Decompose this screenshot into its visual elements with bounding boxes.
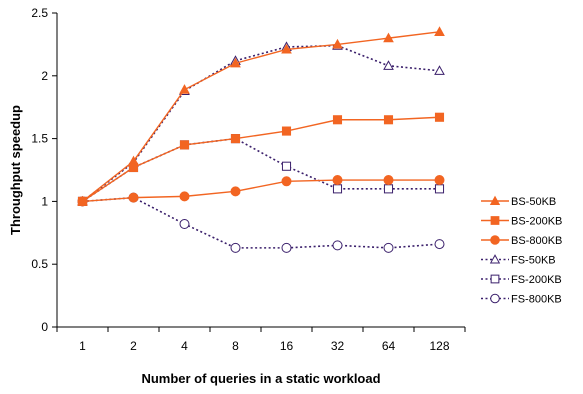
x-tick-label: 8: [232, 339, 239, 353]
series-line: [82, 137, 440, 203]
legend-label: FS-800KB: [511, 294, 562, 306]
series-bs-200kb: [77, 112, 445, 206]
x-axis-title: Number of queries in a static workload: [141, 371, 380, 386]
legend-marker: [489, 195, 501, 205]
y-tick-label: 1.5: [31, 132, 48, 146]
series-line: [82, 31, 440, 202]
x-ticks: 1 2 4 8 16 32 64 128: [56, 327, 466, 353]
legend-item: BS-800KB: [481, 235, 562, 247]
data-point: [332, 175, 343, 186]
legend: BS-50KB BS-200KB BS-800KB FS-50KB FS-200KB FS…: [481, 195, 562, 306]
legend-marker: [489, 254, 501, 264]
legend-item: BS-200KB: [481, 216, 562, 228]
y-ticks: 0 0.5 1 1.5 2 2.5: [31, 6, 57, 334]
data-point: [128, 162, 139, 173]
x-tick-label: 4: [181, 339, 188, 353]
legend-marker: [490, 235, 500, 245]
data-point: [383, 32, 394, 43]
data-point: [332, 184, 343, 194]
series-line: [82, 196, 440, 249]
data-point: [332, 240, 343, 251]
data-point: [281, 161, 292, 171]
legend-item: FS-50KB: [481, 254, 556, 267]
legend-label: BS-800KB: [511, 235, 562, 247]
x-tick-label: 16: [280, 339, 294, 353]
y-tick-label: 2: [41, 69, 48, 83]
data-point: [128, 192, 139, 203]
series-line: [82, 179, 440, 203]
series-layer: [77, 26, 445, 253]
data-point: [77, 196, 88, 207]
x-tick-label: 1: [79, 339, 86, 353]
data-point: [230, 134, 241, 144]
data-point: [383, 184, 394, 194]
data-point: [179, 219, 190, 230]
data-point: [434, 65, 445, 75]
legend-label: BS-50KB: [511, 196, 556, 208]
data-point: [281, 176, 292, 187]
series-bs-800kb: [77, 175, 445, 207]
data-point: [434, 26, 445, 36]
y-tick-label: 1: [41, 194, 48, 208]
data-point: [332, 115, 343, 125]
legend-marker: [490, 293, 500, 304]
data-point: [434, 184, 445, 194]
data-point: [383, 175, 394, 186]
y-axis-title: Throughput speedup: [8, 105, 23, 235]
legend-marker: [490, 216, 500, 225]
data-point: [230, 186, 241, 197]
data-point: [179, 84, 190, 94]
data-point: [434, 112, 445, 122]
y-tick-label: 0: [41, 320, 48, 334]
data-point: [434, 175, 445, 186]
data-point: [281, 43, 292, 54]
data-point: [281, 126, 292, 136]
x-tick-label: 2: [130, 339, 137, 353]
x-tick-label: 32: [331, 339, 345, 353]
plot-area: 0 0.5 1 1.5 2 2.5 1 2 4 8 16 32 64 128: [31, 6, 466, 353]
y-tick-label: 0.5: [31, 257, 48, 271]
data-point: [230, 57, 241, 68]
legend-label: BS-200KB: [511, 216, 562, 228]
data-point: [179, 140, 190, 150]
x-tick-label: 64: [382, 339, 396, 353]
legend-label: FS-200KB: [511, 274, 562, 286]
data-point: [230, 242, 241, 253]
legend-item: FS-200KB: [481, 274, 562, 286]
x-tick-label: 128: [429, 339, 449, 353]
series-line: [82, 44, 440, 203]
data-point: [383, 60, 394, 70]
legend-label: FS-50KB: [511, 255, 556, 267]
data-point: [434, 239, 445, 250]
data-point: [332, 38, 343, 49]
y-tick-label: 2.5: [31, 6, 48, 20]
data-point: [383, 242, 394, 253]
series-line: [82, 116, 440, 202]
legend-item: FS-800KB: [481, 294, 562, 306]
data-point: [281, 242, 292, 253]
legend-item: BS-50KB: [481, 195, 556, 208]
data-point: [383, 115, 394, 125]
data-point: [179, 191, 190, 202]
legend-marker: [490, 274, 500, 284]
